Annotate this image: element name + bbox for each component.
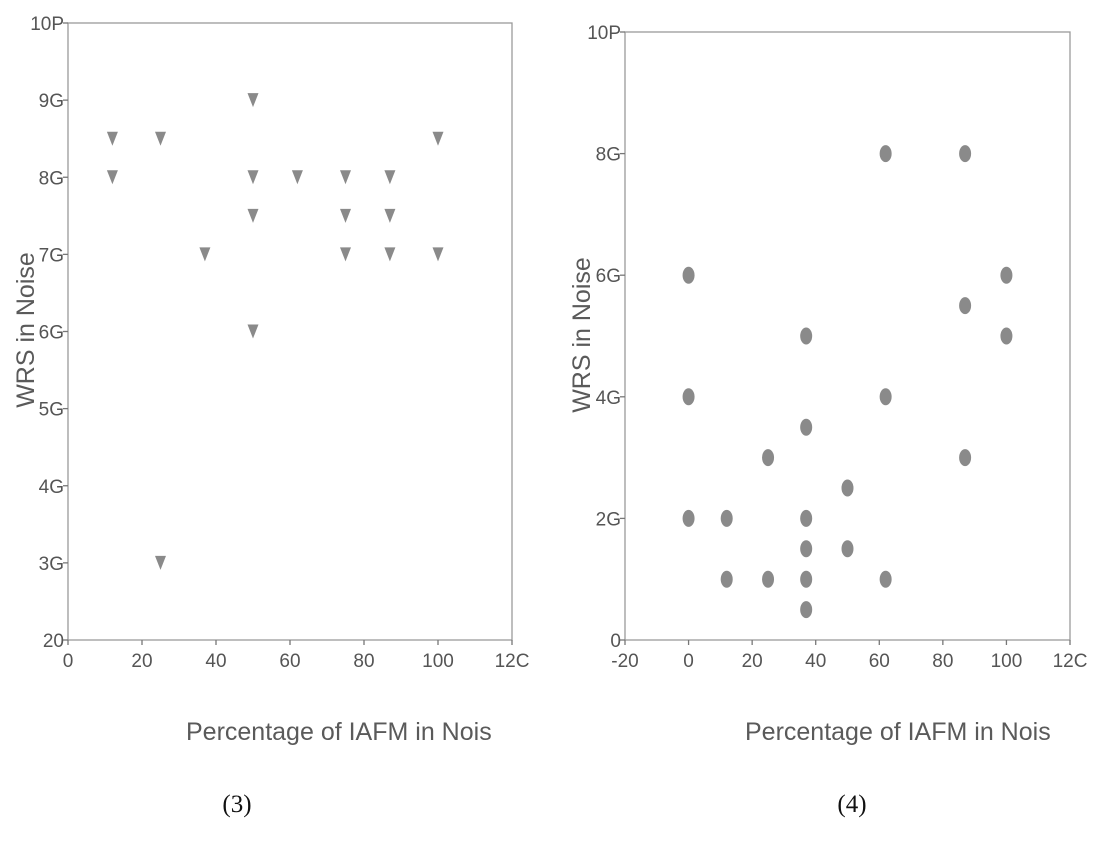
- plot-frame: [67, 22, 513, 641]
- x-tick-label: 40: [805, 651, 826, 672]
- data-point: [432, 131, 444, 146]
- x-axis-title: Percentage of IAFM in Nois: [186, 718, 492, 746]
- data-point: [800, 327, 813, 345]
- x-axis-title: Percentage of IAFM in Nois: [745, 718, 1051, 746]
- x-tick-label: 60: [869, 651, 890, 672]
- x-tick-label: 100: [422, 651, 454, 672]
- x-tick-label: 20: [742, 651, 763, 672]
- data-point: [879, 145, 892, 163]
- x-tick-label: 0: [63, 651, 74, 672]
- y-axis-title: WRS in Noise: [12, 252, 40, 408]
- data-point: [432, 247, 444, 262]
- data-point: [155, 555, 166, 570]
- y-tick-label: 0: [610, 631, 621, 652]
- data-point: [384, 208, 396, 223]
- y-tick-label: 10P: [587, 23, 621, 44]
- data-point: [682, 266, 695, 284]
- data-point: [155, 131, 166, 146]
- data-point: [247, 208, 259, 223]
- data-point: [1000, 327, 1013, 345]
- data-point: [720, 570, 733, 588]
- x-tick-label: -20: [611, 651, 638, 672]
- data-point: [384, 247, 396, 262]
- data-point: [247, 170, 259, 185]
- data-point: [720, 509, 733, 527]
- y-tick-label: 20: [43, 631, 64, 652]
- data-point: [879, 570, 892, 588]
- x-tick-label: 60: [279, 651, 300, 672]
- plot-frame: [624, 31, 1071, 641]
- x-tick-label: 40: [205, 651, 226, 672]
- data-point: [879, 388, 892, 406]
- y-tick-label: 6G: [39, 323, 64, 344]
- y-tick-label: 7G: [39, 245, 64, 266]
- data-point: [199, 247, 211, 262]
- data-point: [682, 509, 695, 527]
- x-tick-label: 80: [353, 651, 374, 672]
- y-tick-label: 8G: [596, 145, 621, 166]
- data-point: [340, 247, 351, 262]
- y-tick-label: 10P: [30, 14, 64, 35]
- y-tick-label: 2G: [596, 509, 621, 530]
- data-point: [800, 418, 813, 436]
- y-tick-label: 4G: [39, 477, 64, 498]
- data-point: [1000, 266, 1013, 284]
- data-point: [682, 388, 695, 406]
- data-point: [340, 170, 351, 185]
- scatter-panel-4: -20 0 20 40 60 80 100 12C02G4G6G8G10PPercentage…: [568, 23, 1087, 818]
- data-point: [800, 570, 813, 588]
- data-point: [106, 170, 118, 185]
- x-tick-label: 12C: [1053, 651, 1088, 672]
- data-point: [959, 449, 972, 467]
- panel-caption: (4): [837, 791, 866, 818]
- data-point: [841, 540, 854, 558]
- y-tick-label: 5G: [39, 400, 64, 421]
- data-point: [340, 208, 351, 223]
- data-point: [800, 540, 813, 558]
- x-tick-label: 20: [131, 651, 152, 672]
- x-tick-label: 80: [932, 651, 953, 672]
- y-tick-label: 4G: [596, 388, 621, 409]
- x-tick-label: 100: [991, 651, 1023, 672]
- data-point: [247, 93, 259, 108]
- data-point: [762, 449, 775, 467]
- data-point: [800, 601, 813, 619]
- y-tick-label: 6G: [596, 266, 621, 287]
- panel-caption: (3): [222, 791, 251, 818]
- y-tick-label: 8G: [39, 168, 64, 189]
- x-tick-label: 12C: [495, 651, 530, 672]
- y-tick-label: 3G: [39, 554, 64, 575]
- data-point: [841, 479, 854, 497]
- y-tick-label: 9G: [39, 91, 64, 112]
- data-point: [106, 131, 118, 146]
- data-point: [247, 324, 259, 339]
- data-point: [384, 170, 396, 185]
- y-axis-title: WRS in Noise: [568, 257, 596, 413]
- x-tick-label: 0: [683, 651, 694, 672]
- data-point: [800, 509, 813, 527]
- scatter-panel-3: 0 20 40 60 80 100 12C203G4G5G6G7G8G9G10PPercen…: [12, 14, 529, 818]
- data-point: [291, 170, 303, 185]
- data-point: [762, 570, 775, 588]
- data-point: [959, 145, 972, 163]
- data-point: [959, 297, 972, 315]
